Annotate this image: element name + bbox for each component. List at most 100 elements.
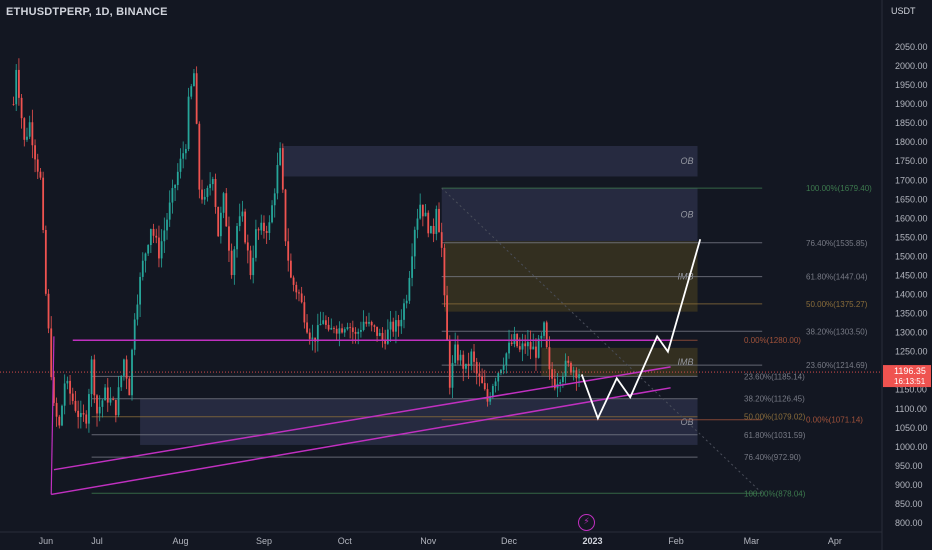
- fib-levels: 100.00%(1679.40) 76.40%(1535.85) 61.80%(14…: [91, 184, 872, 498]
- candle-body: [193, 73, 195, 87]
- candle-body: [308, 332, 311, 339]
- y-tick-label: 1600.00: [895, 213, 928, 223]
- candle-body: [411, 256, 413, 278]
- last-price-badge: [883, 365, 931, 388]
- candle-body: [362, 321, 365, 330]
- candle-body: [120, 375, 123, 388]
- candle-body: [575, 370, 578, 379]
- y-tick-label: 2050.00: [895, 42, 928, 52]
- y-tick-label: 1400.00: [895, 290, 928, 300]
- y-tick-label: 1300.00: [895, 328, 928, 338]
- candle-body: [171, 188, 174, 203]
- candle-body: [346, 327, 349, 330]
- candle-body: [316, 325, 319, 342]
- candle-body: [281, 148, 284, 190]
- candle-body: [63, 383, 66, 406]
- y-tick-label: 950.00: [895, 461, 923, 471]
- candle-body: [373, 325, 376, 327]
- candle-body: [28, 122, 31, 137]
- candle-body: [287, 241, 290, 261]
- candle-body: [222, 193, 225, 213]
- candle-body: [532, 346, 535, 350]
- candle-body: [66, 380, 69, 384]
- candle-body: [548, 347, 551, 370]
- candle-body: [117, 387, 120, 416]
- candle-body: [55, 402, 58, 417]
- candle-body: [254, 229, 257, 258]
- candle-body: [559, 382, 562, 384]
- candle-body: [26, 136, 28, 140]
- candle-body: [551, 369, 554, 379]
- candle-body: [58, 416, 61, 426]
- candle-body: [90, 359, 93, 395]
- x-tick-label: Aug: [172, 536, 188, 546]
- candle-body: [50, 328, 53, 378]
- y-tick-label: 1850.00: [895, 118, 928, 128]
- candle-body: [155, 235, 158, 238]
- candle-body: [378, 332, 381, 336]
- candle-body: [392, 321, 395, 332]
- zone-label: OB: [681, 156, 694, 166]
- candle-body: [47, 293, 50, 329]
- candle-body: [295, 284, 298, 293]
- candle-body: [184, 149, 187, 154]
- candle-body: [397, 320, 400, 327]
- y-tick-label: 1150.00: [895, 385, 927, 395]
- candle-body: [386, 329, 389, 344]
- candle-body: [160, 241, 163, 259]
- candle-body: [206, 187, 209, 197]
- candle-body: [341, 328, 343, 333]
- candle-body: [330, 327, 333, 330]
- candle-body: [230, 250, 233, 276]
- candle-body: [268, 222, 271, 233]
- candle-body: [389, 321, 392, 330]
- y-tick-label: 1700.00: [895, 175, 928, 185]
- candle-body: [61, 405, 63, 426]
- candle-body: [427, 212, 430, 234]
- candle-body: [357, 331, 360, 334]
- candle-body: [149, 228, 152, 246]
- y-tick-label: 1650.00: [895, 194, 928, 204]
- candle-body: [491, 386, 494, 397]
- candle-body: [125, 359, 128, 379]
- candle-body: [381, 332, 384, 341]
- candle-body: [74, 400, 77, 411]
- candles: [0, 58, 882, 433]
- symbol-title[interactable]: ETHUSDTPERP, 1D, BINANCE: [6, 6, 168, 18]
- x-tick-label: Dec: [501, 536, 518, 546]
- candle-body: [368, 321, 370, 324]
- candle-body: [443, 247, 446, 296]
- candle-body: [306, 322, 308, 333]
- candle-body: [211, 178, 214, 185]
- y-tick-label: 1950.00: [895, 80, 928, 90]
- candle-body: [284, 189, 287, 242]
- candle-body: [31, 122, 34, 146]
- candle-body: [209, 184, 212, 188]
- candle-body: [273, 193, 276, 206]
- candle-body: [176, 171, 179, 185]
- bolt-icon[interactable]: ⚡: [578, 514, 595, 531]
- candle-body: [276, 164, 279, 194]
- candle-body: [152, 228, 155, 236]
- candle-body: [430, 225, 432, 234]
- price-axis[interactable]: 800.00 850.00 900.00 950.00 1000.00 1050.00 11…: [881, 0, 932, 550]
- candle-body: [537, 338, 540, 358]
- wedge-connector: [50, 336, 55, 495]
- candle-body: [85, 414, 88, 424]
- candle-body: [448, 339, 451, 388]
- candle-body: [174, 184, 176, 189]
- candle-body: [456, 344, 459, 361]
- candle-body: [71, 393, 74, 401]
- fib-label: 76.40%(972.90): [744, 453, 801, 462]
- x-tick-label: Oct: [338, 536, 353, 546]
- candle-body: [475, 361, 478, 374]
- candle-body: [112, 398, 115, 400]
- candle-body: [540, 335, 543, 339]
- x-tick-label: Jul: [91, 536, 103, 546]
- x-tick-label: Mar: [744, 536, 760, 546]
- fib-label: 61.80%(1447.04): [806, 273, 868, 282]
- y-tick-label: 900.00: [895, 480, 923, 490]
- time-axis[interactable]: Jun Jul Aug Sep Oct Nov Dec 2023 Feb Mar Apr: [0, 531, 882, 546]
- zone-label: OB: [681, 417, 694, 427]
